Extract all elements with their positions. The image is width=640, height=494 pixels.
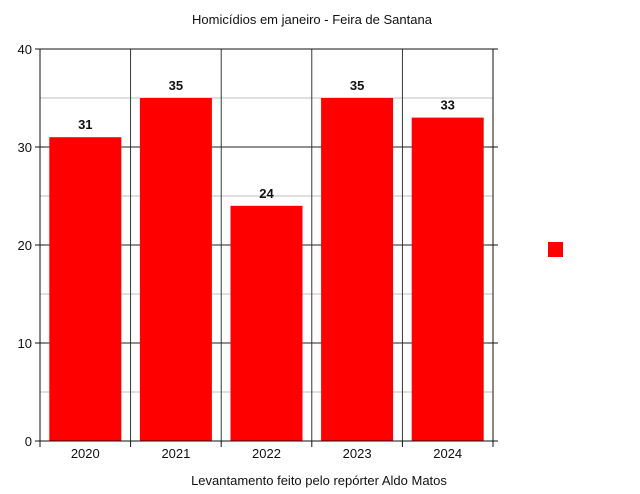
data-label-2023: 35 [350,78,364,93]
data-label-2021: 35 [169,78,183,93]
legend [548,242,563,257]
bar-2024 [411,117,484,441]
data-label-2024: 33 [440,98,454,113]
data-labels: 31 35 24 35 33 [78,78,455,201]
y-tick-label: 40 [18,42,32,57]
x-tick-label: 2021 [161,446,190,461]
y-tick-label: 20 [18,238,32,253]
x-axis: 2020 2021 2022 2023 2024 [39,441,494,461]
y-tick-label: 0 [25,434,32,449]
bar-2023 [321,98,394,441]
x-axis-label: Levantamento feito pelo repórter Aldo Ma… [191,473,447,488]
x-tick-label: 2024 [433,446,462,461]
y-tick-label: 10 [18,336,32,351]
data-label-2020: 31 [78,117,92,132]
data-label-2022: 24 [259,186,274,201]
legend-swatch [548,242,563,257]
x-tick-label: 2020 [71,446,100,461]
bar-2021 [139,98,212,441]
chart-title: Homicídios em janeiro - Feira de Santana [192,12,433,27]
bar-2020 [49,137,122,441]
y-axis: 0 10 20 30 40 [18,42,498,449]
bars [49,98,484,441]
y-tick-label: 30 [18,140,32,155]
x-tick-label: 2023 [343,446,372,461]
bar-2022 [230,205,303,441]
x-tick-label: 2022 [252,446,281,461]
